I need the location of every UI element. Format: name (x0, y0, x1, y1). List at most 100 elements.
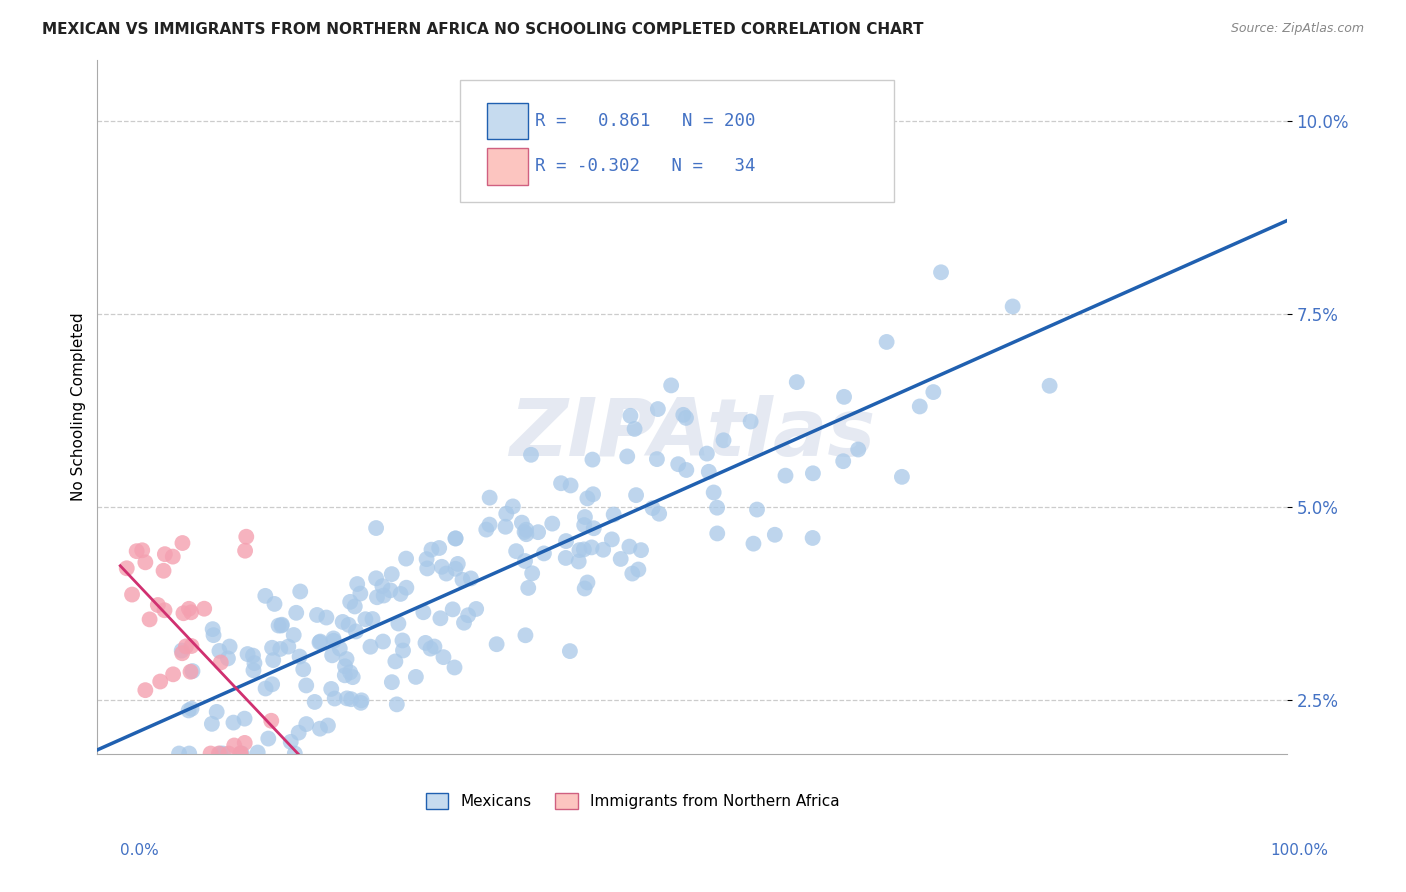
Point (170, 643, 193, 657)
Point (134, 683, 156, 698)
Text: R = -0.302   N =   34: R = -0.302 N = 34 (536, 158, 755, 176)
Text: 0.0%: 0.0% (120, 843, 159, 858)
Point (478, 517, 501, 532)
Point (332, 615, 354, 629)
Point (423, 640, 446, 654)
Point (308, 635, 330, 649)
Point (115, 561, 138, 575)
Point (364, 521, 387, 535)
Text: R =   0.861   N = 200: R = 0.861 N = 200 (536, 112, 755, 129)
Point (236, 647, 259, 661)
Point (630, 543, 652, 558)
Point (453, 615, 475, 630)
Point (389, 587, 412, 601)
Point (430, 559, 453, 574)
Point (922, 385, 945, 400)
Point (222, 715, 245, 730)
Point (832, 390, 855, 404)
Point (180, 605, 202, 619)
Point (233, 736, 256, 750)
Point (339, 595, 361, 609)
Point (342, 670, 364, 684)
Point (763, 528, 786, 542)
Point (648, 507, 671, 521)
Point (209, 747, 232, 761)
Point (304, 695, 326, 709)
Point (395, 551, 418, 566)
Point (385, 698, 408, 712)
Legend: Mexicans, Immigrants from Northern Africa: Mexicans, Immigrants from Northern Afric… (419, 787, 845, 815)
Point (335, 652, 357, 666)
Point (475, 523, 498, 537)
Point (742, 536, 765, 550)
Point (336, 691, 359, 706)
Point (322, 632, 344, 646)
Point (333, 668, 356, 682)
Point (541, 516, 564, 531)
Point (616, 450, 638, 464)
Point (775, 468, 797, 483)
Point (201, 622, 224, 636)
Point (177, 602, 200, 616)
Point (602, 508, 624, 522)
Point (218, 747, 240, 761)
Point (229, 747, 252, 761)
Point (149, 674, 172, 689)
Point (623, 422, 645, 436)
Point (801, 467, 824, 481)
Point (515, 527, 537, 541)
Point (740, 415, 762, 429)
Point (582, 487, 605, 501)
Point (180, 639, 202, 653)
Point (380, 583, 402, 598)
Point (202, 628, 225, 642)
Point (527, 525, 550, 540)
Point (350, 696, 373, 710)
Point (568, 554, 591, 568)
Point (574, 582, 596, 596)
Point (205, 705, 228, 719)
Point (288, 649, 311, 664)
Point (180, 665, 202, 679)
Point (621, 566, 644, 581)
Point (641, 501, 664, 516)
Point (364, 571, 387, 585)
Point (560, 478, 582, 492)
Point (908, 400, 931, 414)
Point (254, 589, 277, 603)
Point (242, 664, 264, 678)
Point (666, 457, 689, 471)
Point (292, 662, 315, 676)
Point (260, 714, 283, 728)
Point (309, 634, 332, 648)
Point (391, 633, 413, 648)
Point (801, 531, 824, 545)
Point (929, 265, 952, 279)
Point (153, 547, 176, 561)
Point (697, 465, 720, 479)
Point (572, 542, 595, 557)
Point (432, 650, 454, 665)
Point (179, 747, 201, 761)
Point (262, 677, 284, 691)
Point (515, 628, 537, 642)
Point (703, 485, 725, 500)
Point (162, 549, 184, 564)
Point (231, 747, 253, 761)
Point (337, 617, 360, 632)
Point (574, 510, 596, 524)
Point (478, 491, 501, 505)
Point (305, 607, 328, 622)
Point (485, 637, 508, 651)
Point (340, 692, 363, 706)
Point (890, 470, 912, 484)
Point (229, 747, 252, 761)
Point (263, 597, 285, 611)
FancyBboxPatch shape (488, 103, 527, 139)
Point (427, 541, 450, 555)
Point (447, 557, 470, 571)
Point (257, 731, 280, 746)
Point (457, 608, 479, 623)
Point (333, 659, 356, 673)
Point (876, 334, 898, 349)
